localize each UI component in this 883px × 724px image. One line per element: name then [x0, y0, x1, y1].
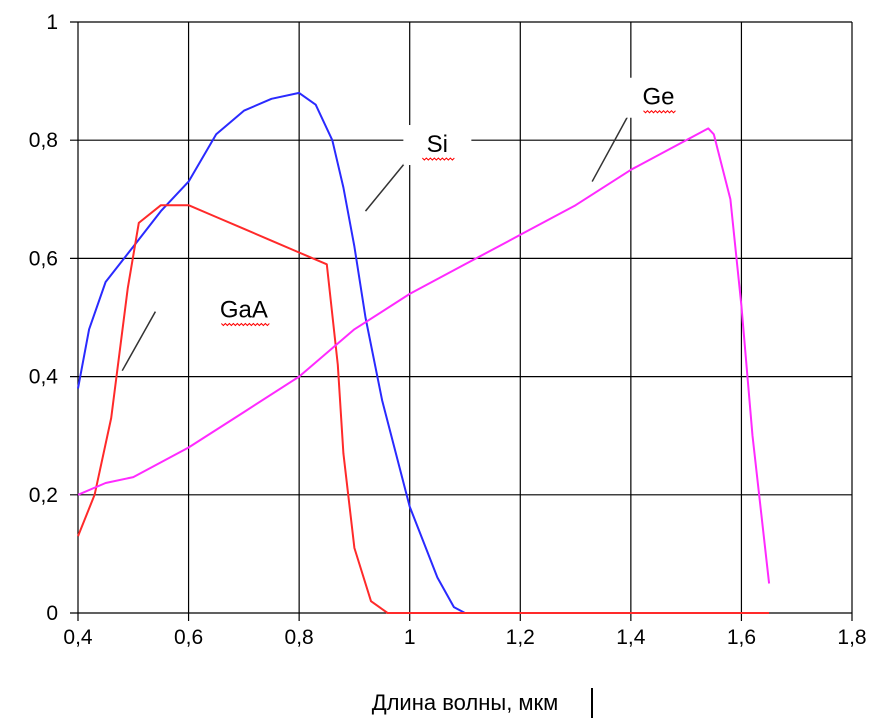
- label-pointer-ge: [591, 110, 632, 182]
- series-line-ge: [77, 127, 771, 584]
- y-tick-label: 0,6: [29, 247, 58, 270]
- series-label-ge: Ge: [642, 84, 674, 111]
- label-pointer-si: [364, 163, 405, 212]
- x-tick-label: 1: [404, 626, 416, 649]
- series-line-si: [77, 91, 482, 614]
- series-line-gaa: [77, 204, 770, 614]
- series-labels: Si GaA Ge: [209, 77, 693, 331]
- x-tick-label: 1,8: [837, 626, 866, 649]
- x-tick-label: 0,8: [285, 626, 314, 649]
- label-pointers: [121, 110, 632, 372]
- x-axis-title: Длина волны, мкм: [372, 690, 559, 715]
- x-tick-labels: 0,4 0,6 0,8 1 1,2 1,4 1,6 1,8: [63, 626, 866, 649]
- spellcheck-squiggle: [643, 110, 676, 114]
- y-tick-label: 0,2: [29, 484, 58, 507]
- label-pointer-gaa: [121, 311, 157, 372]
- spellcheck-squiggle: [422, 157, 455, 161]
- y-tick-label: 0: [46, 602, 58, 625]
- x-tick-label: 1,2: [506, 626, 535, 649]
- y-tick-label: 0,4: [29, 366, 59, 389]
- x-tick-label: 0,6: [174, 626, 203, 649]
- y-tick-labels: 0 0,2 0,4 0,6 0,8 1: [29, 11, 59, 625]
- grid-lines: [70, 21, 853, 621]
- x-tick-label: 1,6: [727, 626, 756, 649]
- series-label-gaa: GaA: [220, 297, 268, 324]
- spellcheck-squiggle: [221, 322, 270, 327]
- series-label-si: Si: [427, 131, 448, 158]
- series-layer: [77, 91, 771, 614]
- y-tick-label: 0,8: [29, 129, 58, 152]
- x-tick-label: 1,4: [616, 626, 646, 649]
- x-tick-label: 0,4: [63, 626, 93, 649]
- y-tick-label: 1: [46, 11, 58, 34]
- text-cursor: [591, 688, 593, 718]
